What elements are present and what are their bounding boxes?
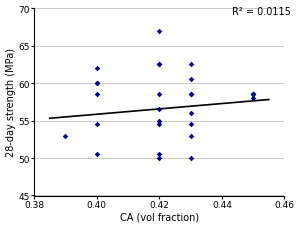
Point bbox=[94, 153, 99, 156]
Point bbox=[157, 123, 162, 126]
Point bbox=[157, 93, 162, 97]
Point bbox=[188, 123, 193, 126]
Point bbox=[94, 67, 99, 71]
Point bbox=[188, 63, 193, 67]
Point bbox=[188, 78, 193, 82]
Point bbox=[157, 119, 162, 123]
Point bbox=[157, 63, 162, 67]
Point bbox=[94, 82, 99, 86]
Point bbox=[63, 134, 68, 138]
Point bbox=[157, 108, 162, 112]
X-axis label: CA (vol fraction): CA (vol fraction) bbox=[120, 212, 199, 222]
Point bbox=[188, 93, 193, 97]
Point bbox=[251, 93, 256, 97]
Point bbox=[188, 156, 193, 160]
Text: R² = 0.0115: R² = 0.0115 bbox=[232, 7, 291, 17]
Point bbox=[188, 93, 193, 97]
Point bbox=[188, 134, 193, 138]
Point bbox=[157, 153, 162, 156]
Point bbox=[94, 93, 99, 97]
Point bbox=[251, 93, 256, 97]
Point bbox=[94, 82, 99, 86]
Point bbox=[251, 97, 256, 100]
Point bbox=[157, 30, 162, 33]
Y-axis label: 28-day strength (MPa): 28-day strength (MPa) bbox=[6, 48, 16, 157]
Point bbox=[157, 63, 162, 67]
Point bbox=[94, 123, 99, 126]
Point bbox=[157, 156, 162, 160]
Point bbox=[188, 112, 193, 115]
Point bbox=[251, 93, 256, 97]
